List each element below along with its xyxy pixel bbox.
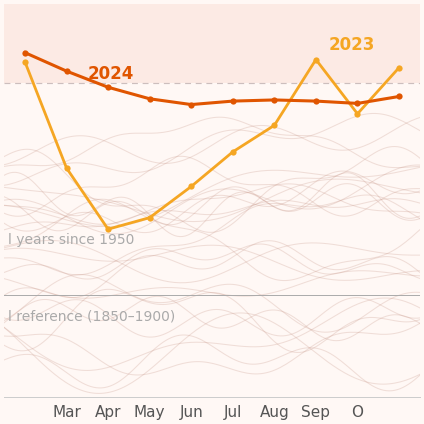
Text: l years since 1950: l years since 1950 (8, 233, 135, 247)
Text: 2023: 2023 (328, 36, 375, 54)
Text: l reference (1850–1900): l reference (1850–1900) (8, 310, 176, 324)
Bar (4, 0, 420, 83)
Text: 2024: 2024 (87, 65, 134, 83)
